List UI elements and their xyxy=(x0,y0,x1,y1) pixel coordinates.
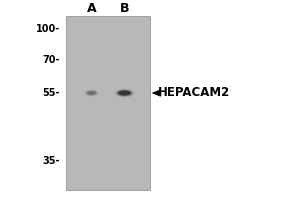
Ellipse shape xyxy=(89,92,94,94)
Ellipse shape xyxy=(122,92,127,94)
Text: HEPACAM2: HEPACAM2 xyxy=(158,86,230,99)
Ellipse shape xyxy=(121,92,128,94)
Ellipse shape xyxy=(121,91,128,95)
Polygon shape xyxy=(152,89,161,97)
Ellipse shape xyxy=(90,92,93,94)
Ellipse shape xyxy=(116,89,134,97)
Text: A: A xyxy=(87,1,96,15)
Bar xyxy=(66,16,150,190)
Ellipse shape xyxy=(117,90,132,96)
Ellipse shape xyxy=(87,91,96,95)
Ellipse shape xyxy=(118,90,131,96)
Ellipse shape xyxy=(122,92,127,94)
Ellipse shape xyxy=(117,90,132,96)
Ellipse shape xyxy=(85,90,98,96)
Text: 100-: 100- xyxy=(36,24,60,34)
Ellipse shape xyxy=(123,92,126,94)
Ellipse shape xyxy=(119,91,130,95)
Ellipse shape xyxy=(118,90,131,96)
Ellipse shape xyxy=(88,91,95,95)
Ellipse shape xyxy=(88,92,94,94)
Ellipse shape xyxy=(120,91,129,95)
Ellipse shape xyxy=(90,92,93,94)
Ellipse shape xyxy=(86,90,97,96)
Ellipse shape xyxy=(116,89,133,97)
Ellipse shape xyxy=(86,90,97,96)
Ellipse shape xyxy=(87,91,97,95)
Ellipse shape xyxy=(115,89,134,97)
Ellipse shape xyxy=(85,90,98,96)
Ellipse shape xyxy=(87,91,96,95)
Ellipse shape xyxy=(88,91,95,95)
Ellipse shape xyxy=(119,91,130,95)
Ellipse shape xyxy=(89,92,94,94)
Ellipse shape xyxy=(118,91,131,95)
Text: 35-: 35- xyxy=(43,156,60,166)
Text: B: B xyxy=(120,1,129,15)
Text: 55-: 55- xyxy=(43,88,60,98)
Ellipse shape xyxy=(87,91,97,95)
Text: 70-: 70- xyxy=(43,55,60,65)
